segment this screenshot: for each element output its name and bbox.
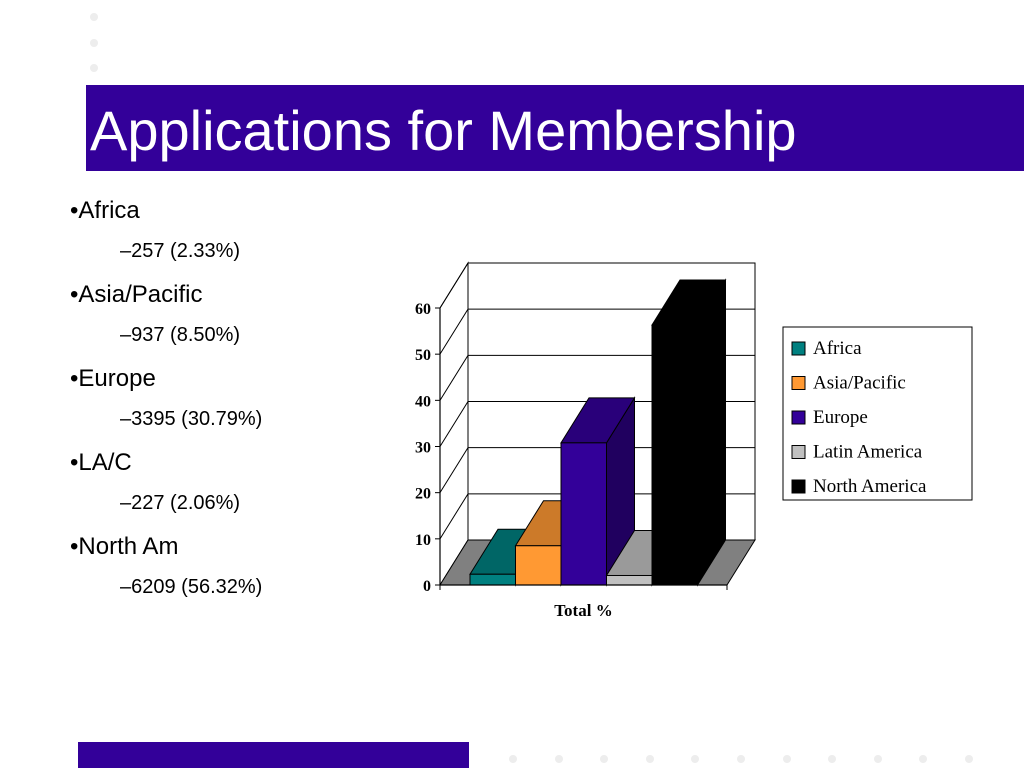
y-tick-label: 20 [415, 486, 431, 503]
decorative-dot [737, 755, 745, 763]
decorative-dot [90, 39, 98, 47]
legend-label-latin-america: Latin America [813, 442, 923, 463]
decorative-dot [509, 755, 517, 763]
bar-africa [469, 573, 516, 586]
legend-label-asia-pacific: Asia/Pacific [813, 373, 906, 394]
decorative-dot [90, 64, 98, 72]
bullet-europe-detail: –3395 (30.79%) [120, 408, 263, 430]
legend-swatch-africa [791, 341, 806, 356]
y-tick-label: 0 [423, 578, 431, 595]
footer-bar [78, 742, 469, 768]
title-band [86, 85, 1024, 171]
decorative-dot [874, 755, 882, 763]
bullet-africa-detail: –257 (2.33%) [120, 240, 241, 262]
decorative-dot [828, 755, 836, 763]
decorative-dot [783, 755, 791, 763]
slide-title: Applications for Membership [90, 99, 797, 162]
bar-latin-america [606, 574, 653, 586]
decorative-dot [600, 755, 608, 763]
bullet-asia-pacific: •Asia/Pacific [70, 281, 203, 308]
y-tick-label: 60 [415, 301, 431, 318]
bullet-africa: •Africa [70, 197, 140, 224]
bar-europe [560, 442, 607, 586]
decorative-dot [965, 755, 973, 763]
decorative-dot [691, 755, 699, 763]
bar-north-america [651, 324, 698, 586]
legend-swatch-asia-pacific [791, 376, 806, 390]
bullet-europe: •Europe [70, 365, 156, 392]
decorative-dot [555, 755, 563, 763]
decorative-dot [919, 755, 927, 763]
y-tick-label: 50 [415, 347, 431, 364]
bar-side-north-america [697, 278, 726, 587]
legend-swatch-latin-america [791, 445, 806, 459]
decorative-dot [90, 13, 98, 21]
legend-label-africa: Africa [813, 338, 862, 359]
legend-swatch-europe [791, 410, 806, 425]
bar-asia-pacific [515, 545, 562, 586]
bullet-north-am-detail: –6209 (56.32%) [120, 576, 263, 598]
bullet-lac-detail: –227 (2.06%) [120, 492, 241, 514]
y-tick-label: 10 [415, 532, 431, 549]
bullet-asia-pacific-detail: –937 (8.50%) [120, 324, 241, 346]
y-tick-label: 30 [415, 440, 431, 457]
legend-swatch-north-america [791, 479, 806, 494]
y-gridline [439, 308, 755, 355]
bullet-north-am: •North Am [70, 533, 179, 560]
decorative-dot [646, 755, 654, 763]
legend-box [782, 326, 973, 501]
x-category-label: Total % [554, 601, 612, 620]
bullet-lac: •LA/C [70, 449, 132, 476]
y-tick-label: 40 [415, 393, 431, 410]
bullet-list: •Africa –257 (2.33%) •Asia/Pacific –937 … [70, 194, 400, 614]
legend-label-north-america: North America [813, 476, 927, 497]
y-gridline [439, 262, 755, 309]
legend-label-europe: Europe [813, 407, 868, 428]
